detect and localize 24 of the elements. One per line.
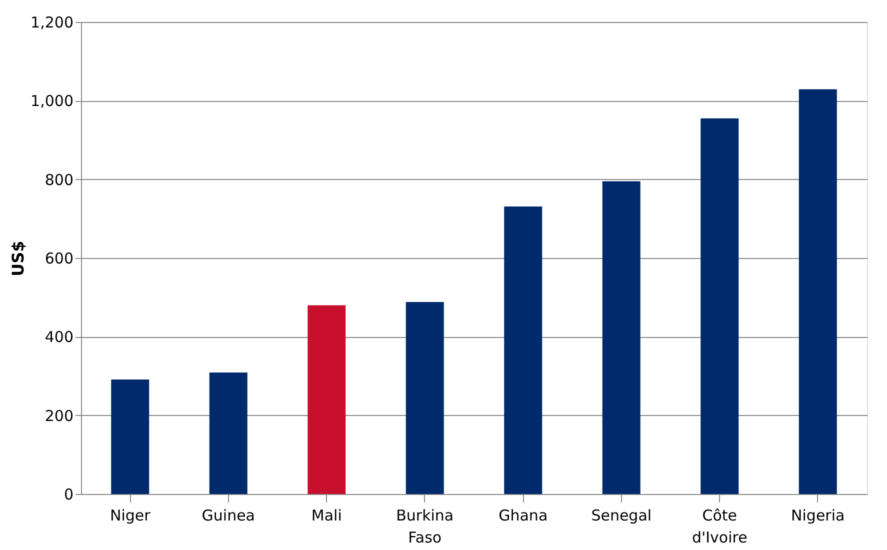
x-tick-label: Niger: [110, 506, 152, 524]
bar: [504, 206, 542, 494]
bar: [700, 118, 739, 494]
bar: [308, 305, 346, 494]
x-tick-label: Guinea: [202, 506, 255, 524]
y-tick-label: 800: [44, 170, 74, 189]
y-tick-label: 1,200: [30, 14, 74, 32]
x-tick-label: Ghana: [498, 506, 548, 524]
x-tick-label: Mali: [311, 506, 342, 524]
y-tick-label: 0: [64, 486, 74, 504]
x-tick-label: Senegal: [591, 506, 652, 524]
bar: [406, 302, 444, 494]
bar: [111, 380, 150, 494]
y-tick-label: 400: [44, 328, 74, 346]
y-tick-label: 600: [44, 250, 74, 268]
y-tick-label: 1,000: [30, 92, 74, 110]
x-tick-label: Côte d'Ivoire: [692, 506, 748, 546]
bar: [602, 181, 640, 494]
bar: [209, 372, 248, 494]
y-axis-title: US$: [8, 240, 28, 276]
y-tick-label: 200: [44, 406, 74, 425]
bar: [798, 89, 837, 494]
x-tick-label: Nigeria: [791, 506, 845, 524]
x-tick-label: Burkina Faso: [396, 506, 454, 546]
